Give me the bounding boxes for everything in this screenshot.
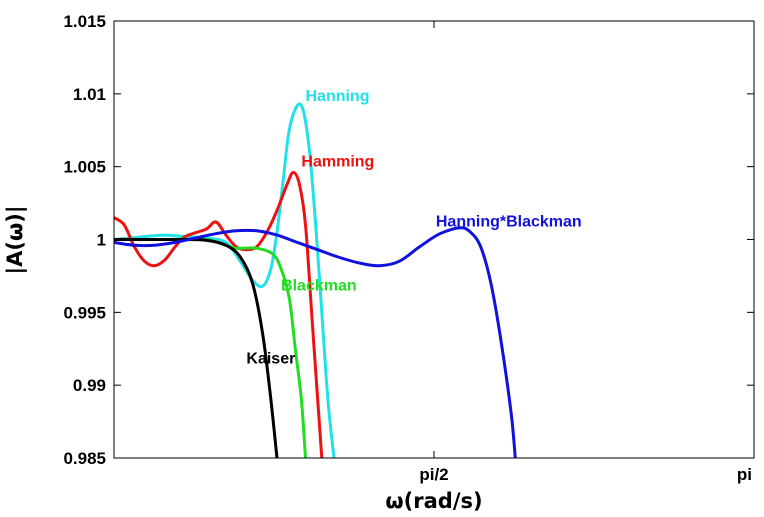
series-label-hanning: Hanning: [305, 88, 369, 105]
y-tick-label: 0.995: [63, 303, 106, 322]
y-tick-label: 1.005: [63, 158, 106, 177]
y-tick-label: 0.99: [73, 376, 106, 395]
x-axis-label: ω(rad/s): [385, 489, 482, 513]
series-layer: [114, 102, 517, 458]
y-tick-label: 1.01: [73, 85, 106, 104]
x-tick-label: pi: [737, 465, 752, 484]
series-line-hanning-blackman: [114, 226, 517, 458]
y-tick-label: 0.985: [63, 449, 106, 468]
ticks-layer: 1.015 1.01 1.005 1 0.995 0.99 0.985 pi/2 pi: [63, 12, 755, 484]
y-tick-label: 1.015: [63, 12, 106, 31]
y-tick-label: 1: [97, 231, 106, 250]
series-line-kaiser: [114, 237, 279, 458]
y-axis-label: |A(ω)|: [3, 205, 28, 274]
series-line-blackman: [114, 237, 307, 458]
series-label-kaiser: Kaiser: [246, 350, 295, 367]
x-tick-label: pi/2: [419, 465, 448, 484]
series-line-hanning: [114, 102, 336, 458]
series-label-hamming: Hamming: [301, 154, 374, 171]
series-labels: Hanning Hamming Blackman Kaiser Hanning*Blac…: [246, 88, 581, 367]
series-label-blackman: Blackman: [281, 277, 357, 294]
series-label-hanning-blackman: Hanning*Blackman: [436, 213, 582, 230]
